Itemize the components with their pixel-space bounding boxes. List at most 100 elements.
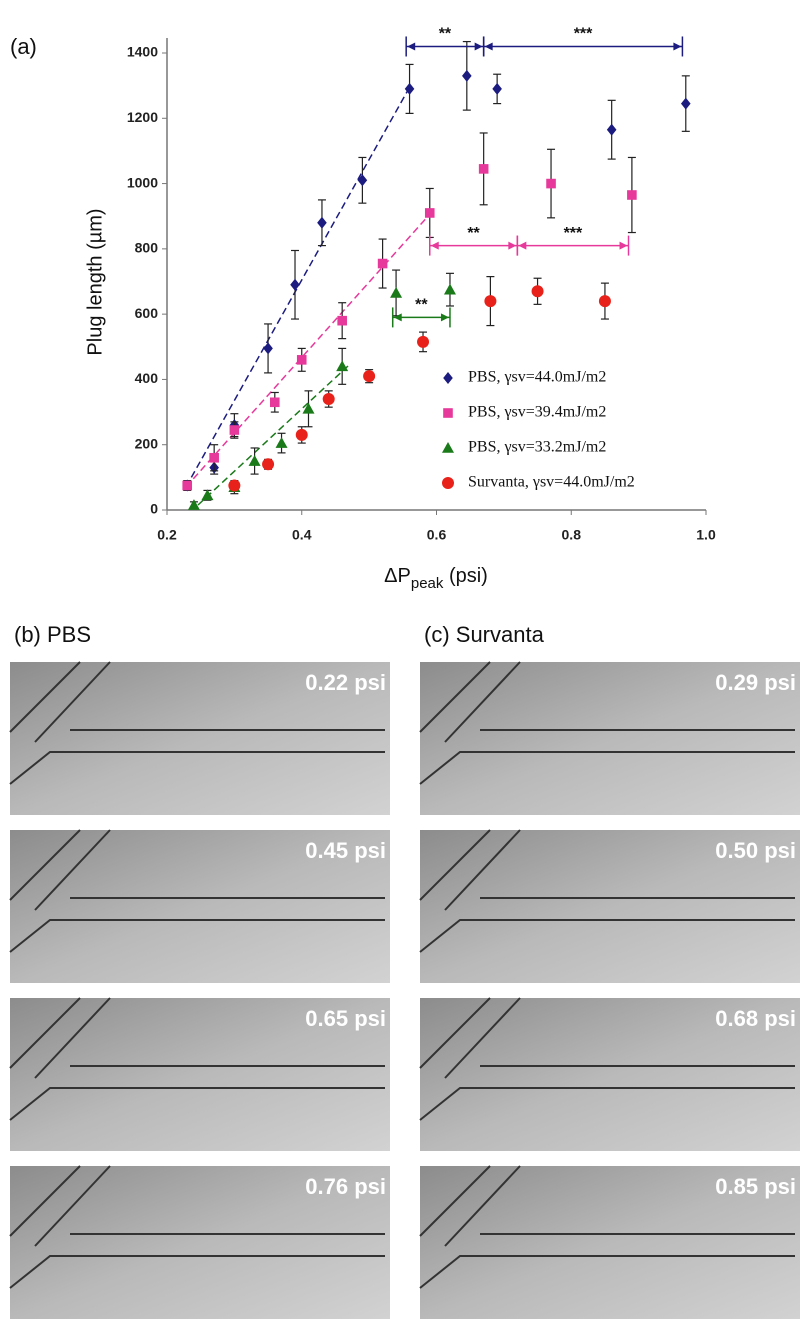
data-point xyxy=(290,278,300,291)
data-point xyxy=(484,295,497,308)
y-tick-label: 1200 xyxy=(127,109,158,125)
x-label-unit: (psi) xyxy=(443,565,487,587)
data-point xyxy=(357,174,368,187)
data-point xyxy=(443,283,456,295)
data-point xyxy=(275,437,288,448)
data-point xyxy=(270,397,280,408)
x-tick-label: 0.2 xyxy=(157,527,177,543)
data-point xyxy=(182,480,193,491)
fit-line xyxy=(197,365,349,506)
data-point xyxy=(187,499,200,510)
significance-label: *** xyxy=(564,225,583,242)
significance-label: ** xyxy=(467,225,480,242)
image-background xyxy=(10,830,390,983)
significance-bracket xyxy=(516,235,630,256)
significance-bracket xyxy=(482,36,684,57)
data-point xyxy=(546,178,556,189)
data-point xyxy=(680,97,691,110)
data-point xyxy=(322,393,335,406)
data-point xyxy=(492,82,502,95)
image-background xyxy=(10,662,390,815)
y-tick-label: 0 xyxy=(150,501,158,517)
legend-label: PBS, γsv=39.4mJ/m2 xyxy=(468,404,606,421)
data-point xyxy=(377,258,388,269)
data-point xyxy=(209,452,219,463)
data-point xyxy=(337,315,347,326)
micrograph: 0.68 psi xyxy=(419,997,800,1151)
pressure-label: 0.68 psi xyxy=(715,1006,796,1031)
y-tick-label: 600 xyxy=(135,305,159,321)
data-point xyxy=(228,479,241,492)
significance-bracket xyxy=(429,235,519,256)
x-tick-label: 0.8 xyxy=(562,527,582,543)
fit-line xyxy=(185,213,431,488)
pressure-label: 0.50 psi xyxy=(715,838,796,863)
legend-marker xyxy=(443,372,453,384)
fit-line xyxy=(185,89,409,488)
channel-wall xyxy=(419,1165,795,1289)
x-tick-label: 0.6 xyxy=(427,527,447,543)
pressure-label: 0.76 psi xyxy=(305,1174,386,1199)
legend-label: PBS, γsv=33.2mJ/m2 xyxy=(468,439,606,456)
data-point xyxy=(317,216,327,229)
x-tick-label: 1.0 xyxy=(696,527,716,543)
image-background xyxy=(420,830,800,983)
y-tick-label: 400 xyxy=(135,370,159,386)
data-point xyxy=(598,295,611,308)
pressure-label: 0.45 psi xyxy=(305,838,386,863)
pressure-label: 0.22 psi xyxy=(305,670,386,695)
x-label-main: ΔP xyxy=(384,565,411,587)
x-axis-label: ΔPpeak (psi) xyxy=(384,565,488,592)
data-point xyxy=(262,458,275,471)
micrograph: 0.85 psi xyxy=(419,1165,800,1319)
y-tick-label: 200 xyxy=(135,435,159,451)
pressure-label: 0.65 psi xyxy=(305,1006,386,1031)
panel-label: (a) xyxy=(10,34,37,59)
arrow-head xyxy=(440,313,449,322)
channel-wall xyxy=(419,661,795,785)
data-point xyxy=(336,360,349,372)
arrow-head xyxy=(508,241,517,250)
data-point xyxy=(363,370,376,383)
arrow-head xyxy=(484,42,493,51)
data-point xyxy=(248,455,261,466)
data-point xyxy=(417,335,430,348)
pressure-label: 0.29 psi xyxy=(715,670,796,695)
image-background xyxy=(420,662,800,815)
arrow-head xyxy=(474,42,483,51)
arrow-head xyxy=(619,241,628,250)
x-label-sub: peak xyxy=(411,575,444,592)
channel-wall xyxy=(9,829,385,953)
significance-label: ** xyxy=(439,26,452,43)
micrograph: 0.22 psi xyxy=(9,661,390,815)
channel-wall xyxy=(9,1165,385,1289)
data-point xyxy=(201,489,214,501)
data-point xyxy=(229,425,240,435)
image-background xyxy=(420,1166,800,1319)
significance-bracket xyxy=(391,307,451,328)
arrow-head xyxy=(518,241,527,250)
micrograph: 0.50 psi xyxy=(419,829,800,983)
data-point xyxy=(302,402,315,414)
image-background xyxy=(10,1166,390,1319)
significance-label: *** xyxy=(574,26,593,43)
panel-label: (b) PBS xyxy=(14,622,91,647)
y-tick-label: 1400 xyxy=(127,44,158,60)
arrow-head xyxy=(407,42,416,51)
legend-label: PBS, γsv=44.0mJ/m2 xyxy=(468,369,606,386)
arrow-head xyxy=(673,42,682,51)
x-tick-label: 0.4 xyxy=(292,527,312,543)
micrograph: 0.29 psi xyxy=(419,661,800,815)
y-axis-label: Plug length (µm) xyxy=(84,208,106,355)
data-point xyxy=(295,428,308,441)
channel-wall xyxy=(9,661,385,785)
data-point xyxy=(296,355,307,365)
micrograph: 0.65 psi xyxy=(9,997,390,1151)
channel-wall xyxy=(419,997,795,1121)
data-point xyxy=(478,164,489,174)
data-point xyxy=(606,123,617,136)
micrograph: 0.76 psi xyxy=(9,1165,390,1319)
data-point xyxy=(627,190,637,200)
pressure-label: 0.85 psi xyxy=(715,1174,796,1199)
